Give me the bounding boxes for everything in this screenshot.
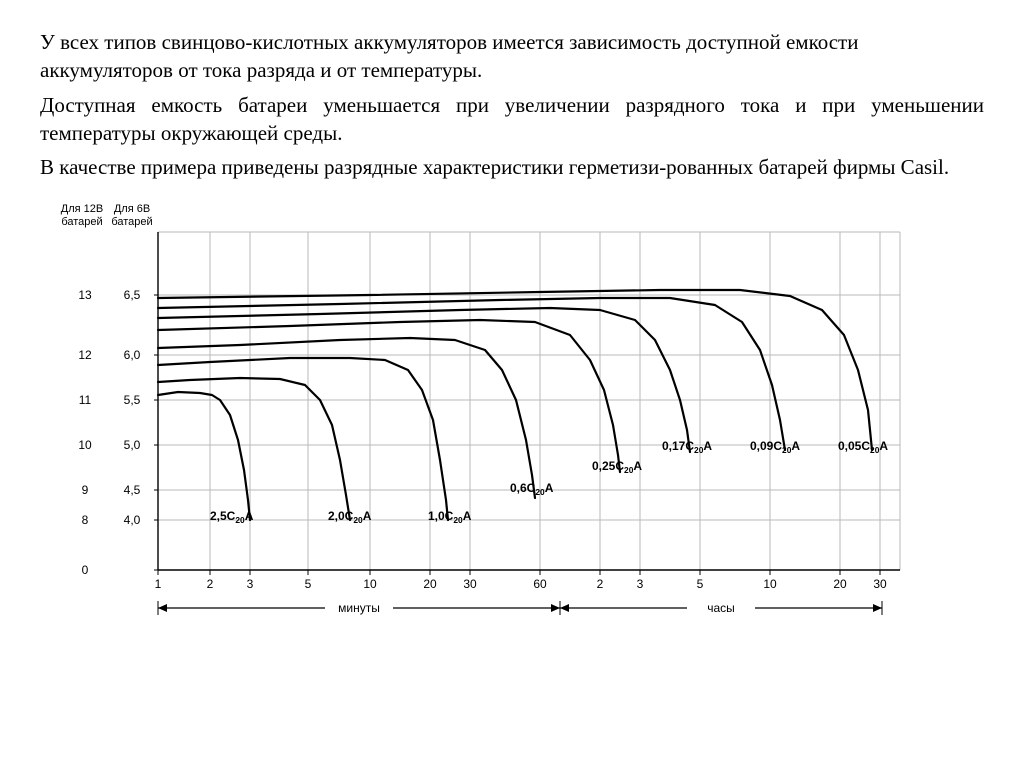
svg-text:0: 0	[82, 563, 89, 577]
document-page: У всех типов свинцово-кислотных аккумуля…	[0, 0, 1024, 768]
svg-text:минуты: минуты	[338, 601, 380, 615]
svg-text:0,09C20A: 0,09C20A	[750, 439, 800, 455]
svg-text:11: 11	[79, 393, 92, 407]
svg-text:батарей: батарей	[111, 216, 152, 228]
svg-text:1: 1	[155, 577, 162, 591]
svg-text:8: 8	[82, 513, 89, 527]
svg-text:4,5: 4,5	[124, 483, 141, 497]
svg-text:Для 6В: Для 6В	[114, 203, 150, 215]
svg-text:12: 12	[78, 348, 92, 362]
svg-text:9: 9	[82, 483, 89, 497]
svg-text:20: 20	[833, 577, 847, 591]
svg-text:6,5: 6,5	[124, 288, 141, 302]
svg-text:часы: часы	[707, 601, 735, 615]
svg-text:20: 20	[423, 577, 437, 591]
svg-text:2: 2	[597, 577, 604, 591]
svg-text:4,0: 4,0	[124, 513, 141, 527]
svg-text:10: 10	[363, 577, 377, 591]
svg-text:5,5: 5,5	[124, 393, 141, 407]
svg-text:10: 10	[78, 438, 92, 452]
svg-text:10: 10	[763, 577, 777, 591]
svg-text:0,6C20A: 0,6C20A	[510, 481, 554, 497]
svg-text:6,0: 6,0	[124, 348, 141, 362]
paragraph-1: У всех типов свинцово-кислотных аккумуля…	[40, 28, 984, 85]
svg-text:3: 3	[637, 577, 644, 591]
svg-text:0,25C20A: 0,25C20A	[592, 459, 642, 475]
svg-text:13: 13	[78, 288, 92, 302]
svg-text:0,05C20A: 0,05C20A	[838, 439, 888, 455]
svg-text:5: 5	[697, 577, 704, 591]
svg-text:Для 12В: Для 12В	[61, 203, 103, 215]
paragraph-3: В качестве примера приведены разрядные х…	[40, 153, 984, 181]
svg-text:1,0C20A: 1,0C20A	[428, 509, 472, 525]
chart-svg: Для 12ВбатарейДля 6Вбатарей089101112134,…	[40, 200, 920, 650]
svg-text:30: 30	[463, 577, 477, 591]
svg-text:3: 3	[247, 577, 254, 591]
discharge-chart: Для 12ВбатарейДля 6Вбатарей089101112134,…	[40, 200, 984, 650]
paragraph-2: Доступная емкость батареи уменьшается пр…	[40, 91, 984, 148]
svg-text:2,0C20A: 2,0C20A	[328, 509, 372, 525]
svg-text:60: 60	[533, 577, 547, 591]
svg-text:2,5C20A: 2,5C20A	[210, 509, 254, 525]
svg-text:батарей: батарей	[61, 216, 102, 228]
svg-text:5: 5	[305, 577, 312, 591]
svg-text:2: 2	[207, 577, 214, 591]
svg-text:0,17C20A: 0,17C20A	[662, 439, 712, 455]
svg-text:30: 30	[873, 577, 887, 591]
svg-text:5,0: 5,0	[124, 438, 141, 452]
